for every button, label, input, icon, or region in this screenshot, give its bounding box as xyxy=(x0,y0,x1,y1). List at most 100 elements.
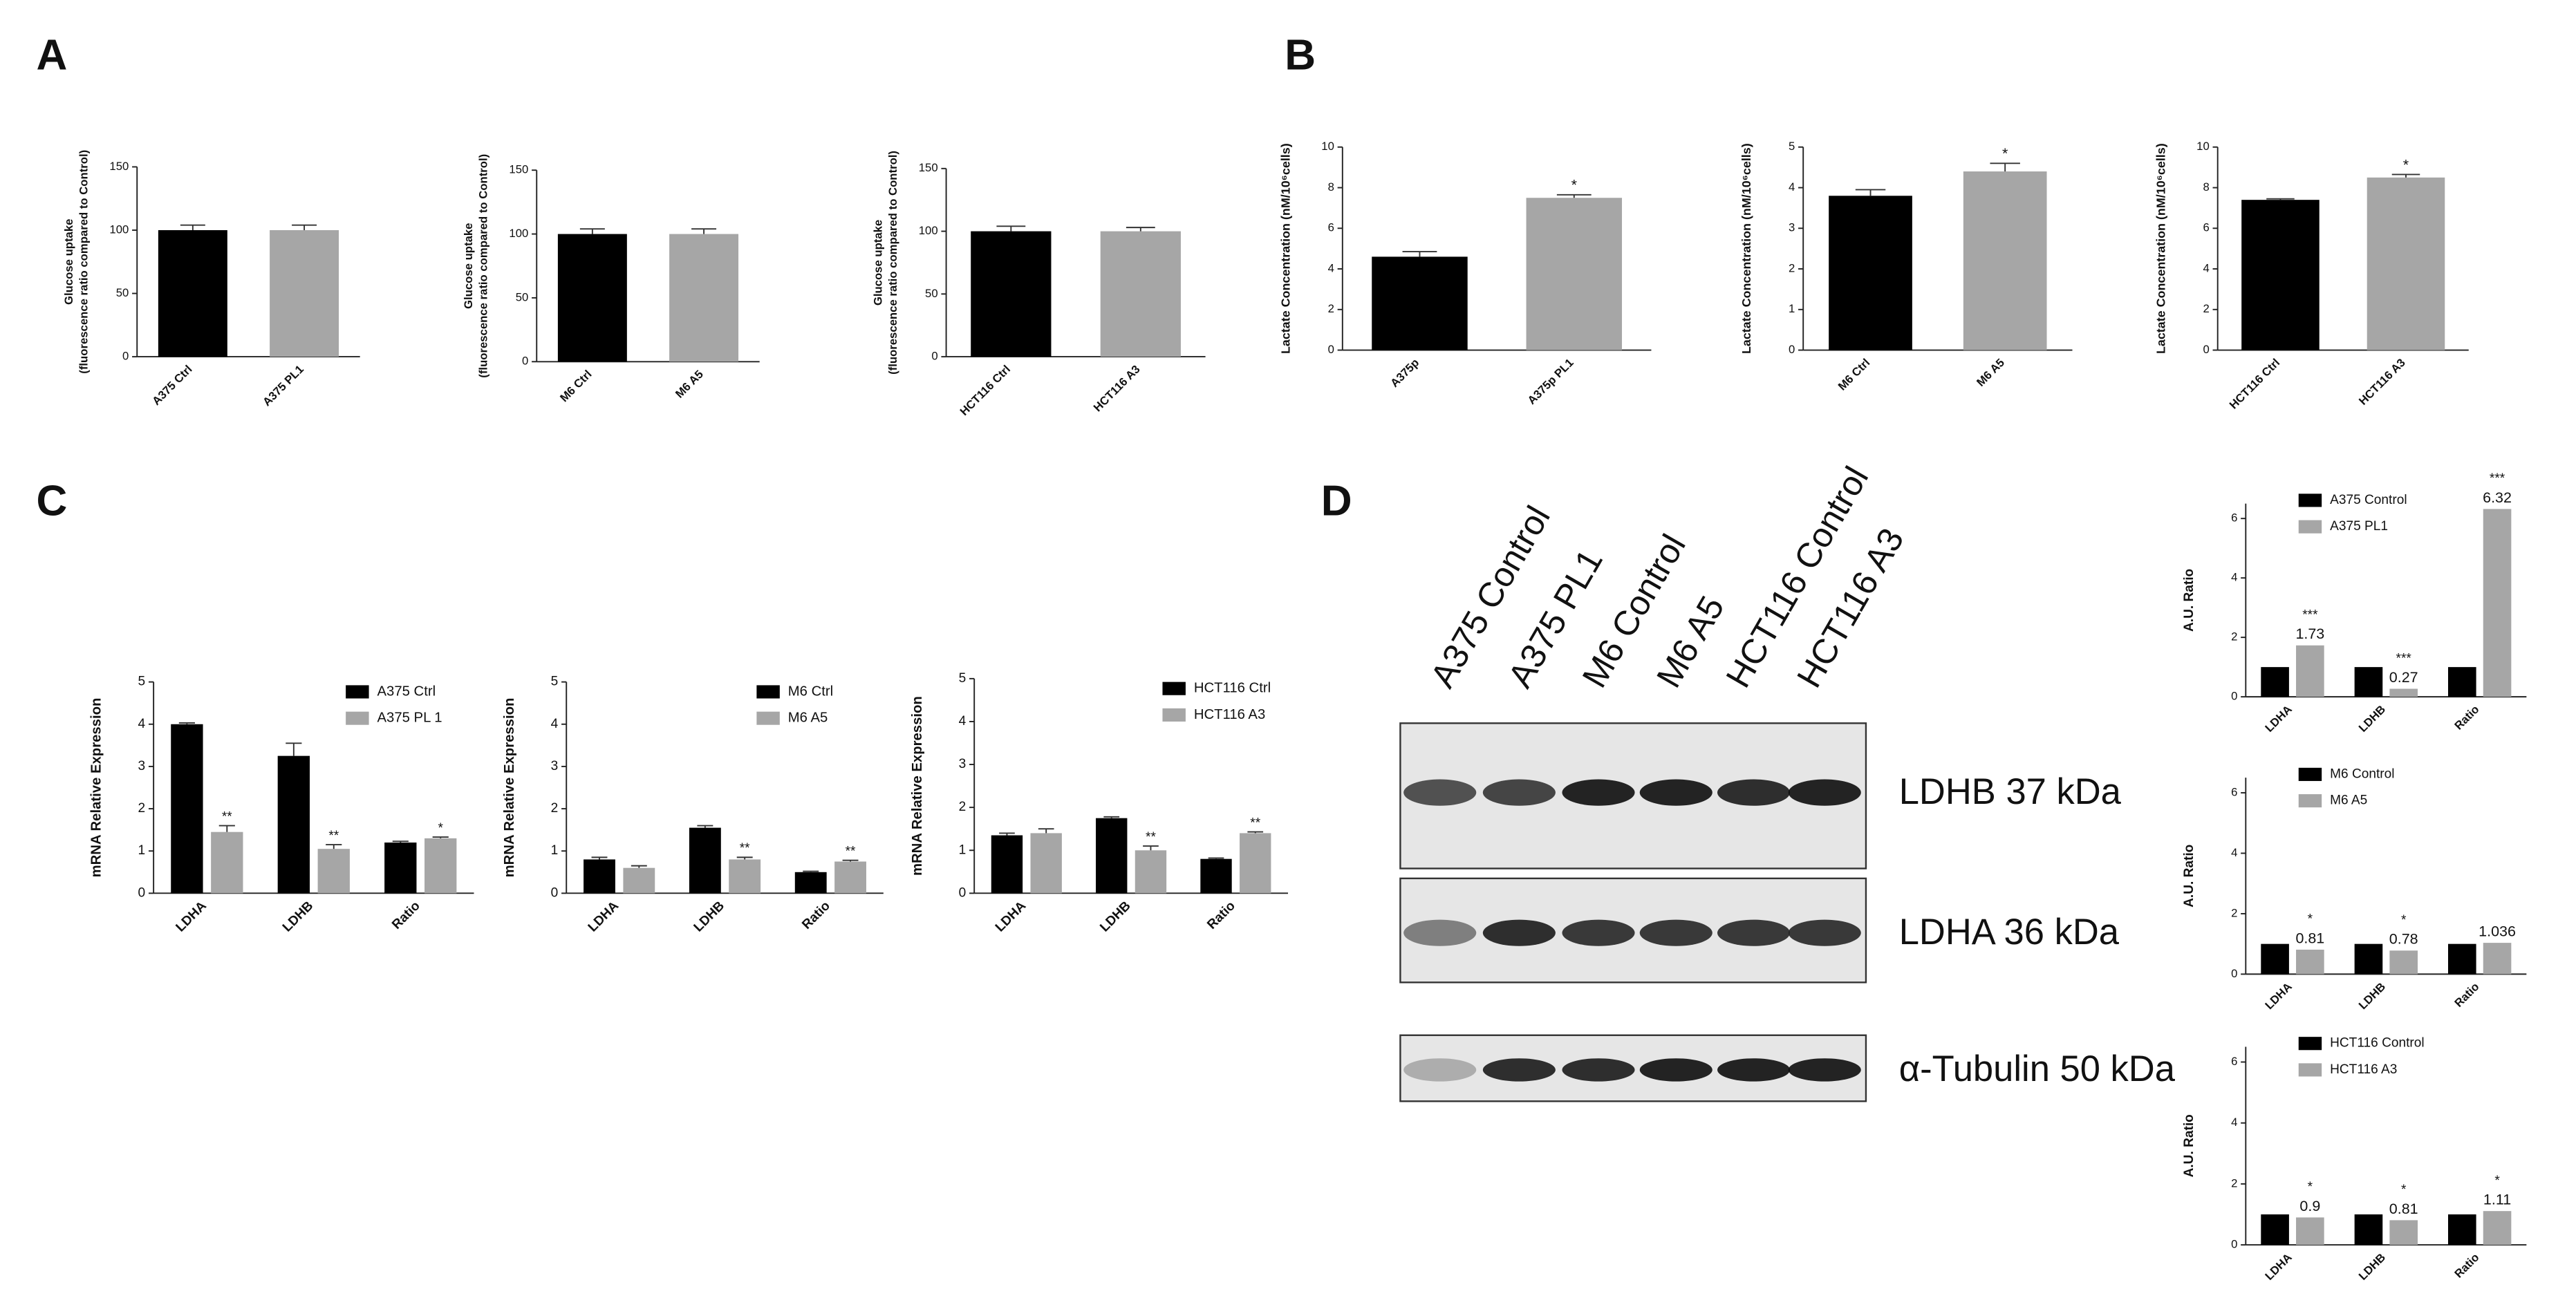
blot-band xyxy=(1639,1058,1712,1082)
legend-label: A375 Control xyxy=(2330,493,2407,507)
significance: *** xyxy=(2396,651,2412,666)
y-tick-label: 100 xyxy=(509,227,528,240)
significance: * xyxy=(2403,156,2409,173)
y-tick-label: 4 xyxy=(138,717,146,731)
band-label: LDHA 36 kDa xyxy=(1899,912,2120,952)
y-axis-label: mRNA Relative Expression xyxy=(910,696,925,876)
y-axis-label: (fluorescence ratio compared to Control) xyxy=(886,151,899,375)
bar xyxy=(1030,833,1062,894)
bar xyxy=(1240,833,1271,894)
y-tick-label: 4 xyxy=(2231,846,2237,859)
y-tick-label: 2 xyxy=(2231,1176,2237,1190)
y-tick-label: 0 xyxy=(138,885,146,900)
bar xyxy=(2483,1211,2512,1246)
y-tick-label: 0 xyxy=(551,885,559,900)
bar xyxy=(1135,850,1167,894)
bar xyxy=(2241,200,2320,350)
blot-band xyxy=(1403,1058,1477,1082)
value-label: 0.81 xyxy=(2295,930,2324,946)
y-tick-label: 1 xyxy=(959,843,967,857)
bar xyxy=(384,842,417,894)
y-tick-label: 10 xyxy=(2196,140,2210,153)
y-tick-label: 150 xyxy=(919,161,938,174)
y-tick-label: 6 xyxy=(2203,221,2209,234)
y-tick-label: 4 xyxy=(2231,571,2237,584)
significance: * xyxy=(2308,912,2313,927)
band-label: LDHB 37 kDa xyxy=(1899,771,2122,812)
bar xyxy=(1829,196,1912,350)
bar xyxy=(971,231,1052,357)
bar xyxy=(1526,198,1623,350)
y-tick-label: 0 xyxy=(1328,343,1334,356)
y-axis-label: Glucose uptake xyxy=(871,220,884,306)
y-tick-label: 5 xyxy=(959,671,967,686)
panel-letter: C xyxy=(37,477,68,525)
legend-swatch xyxy=(2298,520,2322,534)
y-axis-label: Glucose uptake xyxy=(462,223,475,309)
legend-label: A375 PL 1 xyxy=(377,711,442,726)
y-tick-label: 6 xyxy=(1328,221,1334,234)
blot-band xyxy=(1403,779,1477,806)
legend-label: M6 Control xyxy=(2330,767,2394,781)
significance: * xyxy=(2308,1180,2313,1194)
panel-letter: A xyxy=(37,32,68,79)
y-axis-label: (fluorescence ratio compared to Control) xyxy=(477,154,490,378)
legend-swatch xyxy=(2298,1063,2322,1077)
significance: * xyxy=(2401,1183,2407,1197)
significance: * xyxy=(1571,177,1578,194)
bar xyxy=(2367,177,2445,350)
y-tick-label: 50 xyxy=(516,290,529,303)
y-tick-label: 2 xyxy=(1328,302,1334,315)
bar xyxy=(2483,509,2512,697)
y-tick-label: 3 xyxy=(551,759,559,773)
blot-band xyxy=(1717,779,1791,806)
y-tick-label: 0 xyxy=(2203,343,2209,356)
blot-band xyxy=(1788,1058,1861,1082)
bar xyxy=(2354,667,2383,697)
y-tick-label: 0 xyxy=(522,355,528,368)
legend-swatch xyxy=(756,685,780,699)
legend-swatch xyxy=(2298,1037,2322,1051)
legend-swatch xyxy=(346,685,369,699)
y-tick-label: 1 xyxy=(1789,302,1795,315)
y-tick-label: 1 xyxy=(551,843,559,858)
significance: ** xyxy=(740,841,750,856)
bar xyxy=(2296,949,2324,975)
y-tick-label: 4 xyxy=(959,714,967,728)
significance: ** xyxy=(328,829,339,843)
significance: * xyxy=(438,821,444,836)
y-tick-label: 10 xyxy=(1321,140,1334,153)
significance: * xyxy=(2401,913,2407,928)
bar xyxy=(1963,171,2047,350)
y-tick-label: 2 xyxy=(138,801,146,816)
y-tick-label: 2 xyxy=(2203,302,2209,315)
bar xyxy=(2354,1214,2383,1246)
y-tick-label: 5 xyxy=(138,675,146,689)
bar xyxy=(2261,1214,2289,1246)
y-tick-label: 6 xyxy=(2231,1055,2237,1068)
y-tick-label: 2 xyxy=(2231,630,2237,643)
legend-swatch xyxy=(2298,794,2322,808)
blot-band xyxy=(1717,919,1791,946)
y-tick-label: 50 xyxy=(116,286,129,299)
bar xyxy=(729,859,761,894)
value-label: 1.73 xyxy=(2295,626,2324,642)
bar xyxy=(2354,943,2383,975)
y-tick-label: 2 xyxy=(959,800,967,814)
legend-swatch xyxy=(1162,682,1186,695)
value-label: 0.78 xyxy=(2389,931,2418,948)
y-tick-label: 150 xyxy=(509,163,528,176)
significance: ** xyxy=(1250,816,1260,830)
significance: *** xyxy=(2302,608,2318,623)
panel-letter: D xyxy=(1321,477,1352,525)
bar xyxy=(2389,1220,2418,1246)
blot-band xyxy=(1403,919,1477,946)
bar xyxy=(171,724,203,894)
bar xyxy=(2261,943,2289,975)
legend-swatch xyxy=(2298,767,2322,781)
y-tick-label: 4 xyxy=(1789,180,1795,194)
bar xyxy=(317,849,350,894)
y-axis-label: Lactate Concentration (nM/10⁶cells) xyxy=(2154,143,2167,354)
